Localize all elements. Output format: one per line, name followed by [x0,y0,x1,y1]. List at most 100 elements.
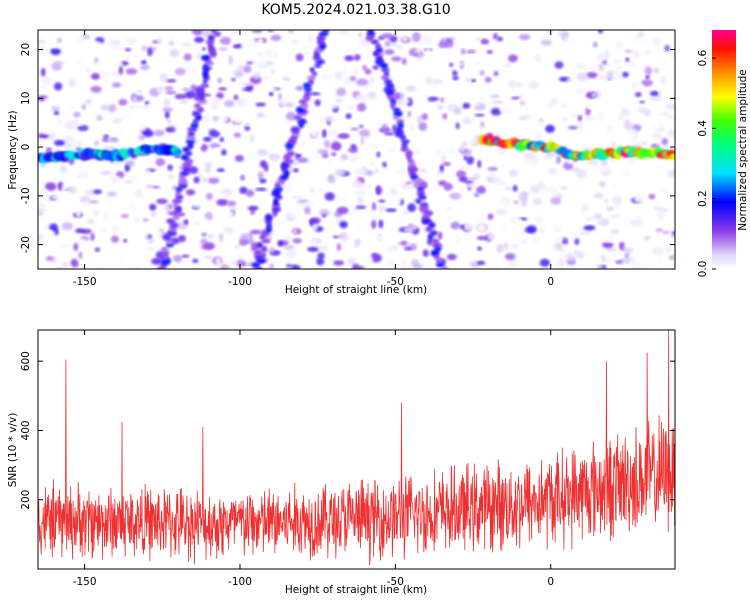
heatmap-noise-blob [599,164,611,172]
heatmap-noise-blob [525,118,538,123]
heatmap-noise-blob [587,160,599,166]
heatmap-noise-blob [41,129,54,135]
heatmap-noise-blob [99,228,108,234]
heatmap-noise-blob [378,219,384,229]
heatmap-noise-blob [487,172,496,178]
colorbar-bar [712,30,736,269]
heatmap-noise-blob [100,70,107,79]
heatmap-noise-blob [145,184,154,189]
heatmap-noise-blob [474,37,481,41]
heatmap-streak-blob [370,39,379,45]
heatmap-noise-blob [563,35,575,44]
heatmap-noise-blob [38,205,48,210]
heatmap-noise-blob [357,197,364,203]
heatmap-noise-blob [316,257,325,266]
heatmap-noise-blob [219,233,224,242]
heatmap-noise-blob [544,100,549,104]
heatmap-noise-blob [67,186,77,194]
heatmap-noise-blob [437,231,443,240]
heatmap-noise-blob [57,118,64,126]
heatmap-noise-blob [257,171,264,180]
heatmap-noise-blob [71,50,83,56]
heatmap-noise-blob [270,34,282,42]
heatmap-noise-blob [245,189,255,197]
heatmap-noise-blob [151,257,163,265]
heatmap-noise-blob [112,178,118,183]
heatmap-noise-blob [351,263,360,269]
heatmap-noise-blob [592,240,599,249]
heatmap-noise-blob [249,229,262,235]
heatmap-noise-blob [376,151,381,158]
heatmap-noise-blob [267,87,277,92]
heatmap-noise-blob [354,189,367,196]
heatmap-noise-blob [438,129,449,136]
heatmap-noise-blob [282,76,291,82]
heatmap-noise-blob [627,128,637,134]
heatmap-noise-blob [458,62,464,66]
heatmap-noise-blob [286,228,293,236]
heatmap-noise-blob [665,103,675,110]
heatmap-noise-blob [333,260,345,266]
heatmap-noise-blob [466,156,475,165]
heatmap-noise-blob [60,244,71,248]
heatmap-noise-blob [354,168,365,177]
heatmap-noise-blob [508,54,518,63]
heatmap-noise-blob [626,59,637,69]
snr-x-label: Height of straight line (km) [285,584,427,596]
heatmap-noise-blob [668,32,675,38]
heatmap-noise-blob [396,196,402,205]
heatmap-noise-blob [216,168,225,173]
heatmap-noise-blob [451,81,463,88]
heatmap-noise-blob [426,47,431,56]
heatmap-noise-blob [410,126,415,132]
heatmap-noise-blob [607,125,612,132]
heatmap-noise-blob [269,154,280,162]
heatmap-noise-blob [407,110,412,118]
heatmap-noise-blob [78,251,83,259]
heatmap-noise-blob [164,86,174,91]
heatmap-noise-blob [142,129,154,138]
heatmap-noise-blob [569,111,578,119]
heatmap-noise-blob [407,203,416,213]
heatmap-noise-blob [372,109,384,117]
heatmap-noise-blob [367,165,376,171]
heatmap-noise-blob [655,228,664,232]
heatmap-noise-blob [487,213,494,220]
heatmap-noise-blob [650,44,656,52]
heatmap-noise-blob [641,141,647,146]
heatmap-noise-blob [246,244,252,251]
snr-frame [37,329,676,570]
heatmap-noise-blob [627,157,635,165]
heatmap-noise-blob [634,91,642,98]
heatmap-noise-blob [168,40,175,46]
heatmap-noise-blob [93,210,99,216]
heatmap-noise-blob [502,242,509,250]
heatmap-noise-blob [629,219,642,227]
heatmap-streak-blob [393,115,399,120]
heatmap-noise-blob [90,85,102,93]
heatmap-noise-blob [401,183,410,190]
heatmap-noise-blob [331,152,337,156]
heatmap-noise-blob [599,180,606,188]
heatmap-noise-blob [535,215,543,224]
heatmap-streak-blob [186,134,196,141]
heatmap-noise-blob [459,144,466,153]
heatmap-noise-blob [133,216,142,224]
heatmap-noise-blob [582,204,588,209]
heatmap-noise-blob [313,117,320,124]
heatmap-noise-blob [162,107,174,112]
heatmap-noise-blob [558,30,567,35]
heatmap-noise-blob [335,98,344,103]
heatmap-noise-blob [664,130,670,135]
heatmap-noise-blob [495,234,507,239]
heatmap-noise-blob [427,96,439,102]
heatmap-noise-blob [242,65,252,73]
heatmap-noise-blob [547,30,554,36]
heatmap-noise-blob [554,61,564,69]
heatmap-noise-blob [154,58,162,65]
heatmap-noise-blob [401,240,407,246]
heatmap-noise-blob [412,153,425,162]
heatmap-noise-blob [288,30,294,34]
heatmap-noise-blob [236,259,246,268]
heatmap-noise-blob [540,167,549,177]
